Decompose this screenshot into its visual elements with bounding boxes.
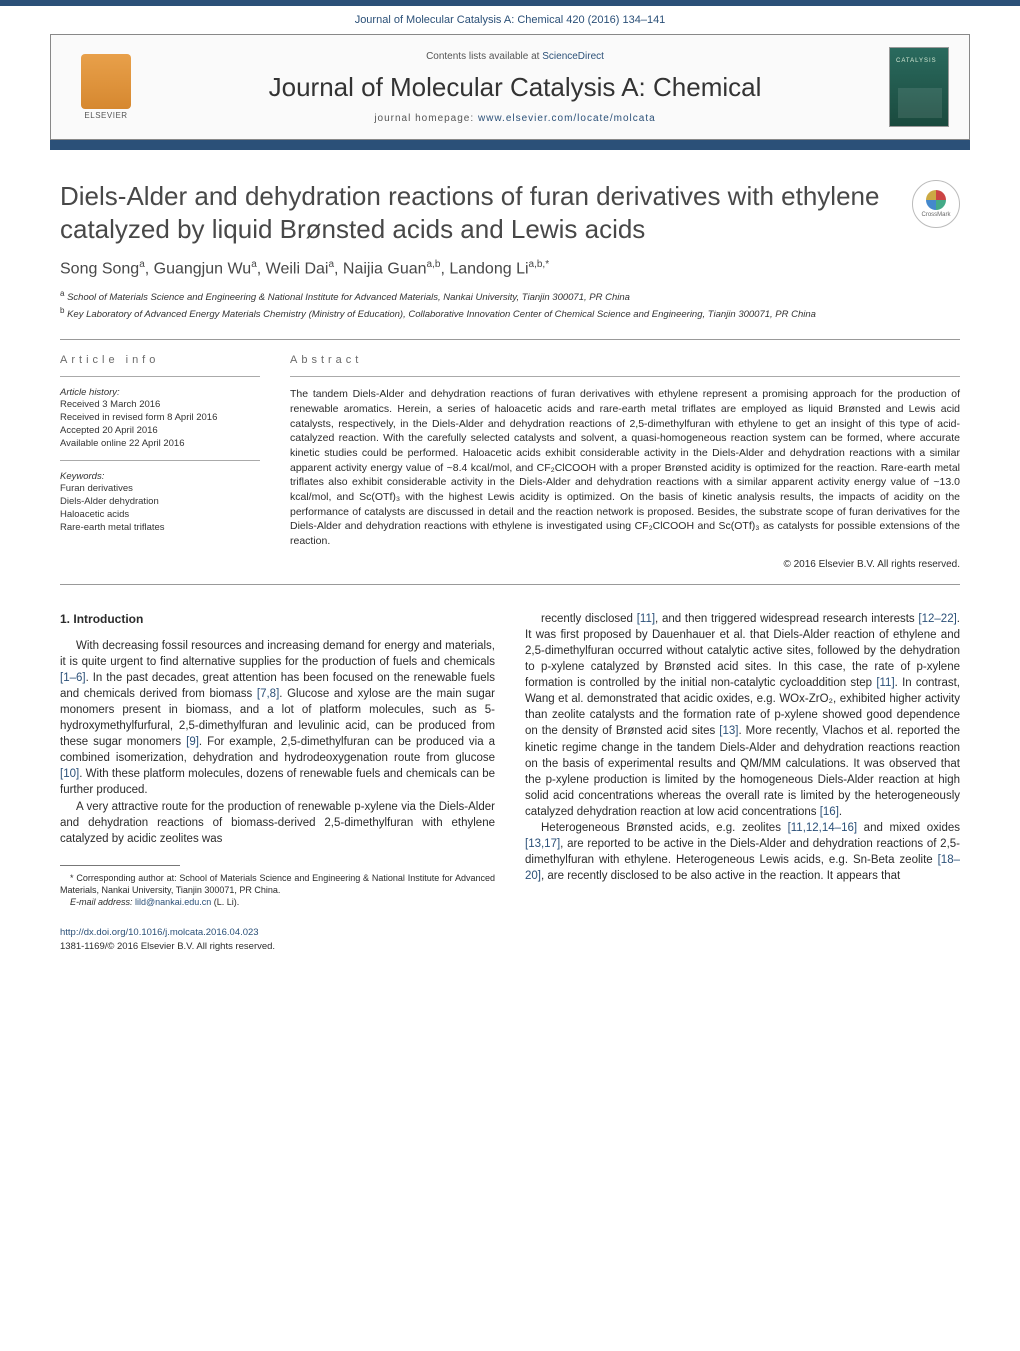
elsevier-label: ELSEVIER bbox=[84, 111, 127, 120]
right-column: recently disclosed [11], and then trigge… bbox=[525, 611, 960, 953]
masthead-accent-bar bbox=[50, 140, 970, 150]
history-line-1: Received in revised form 8 April 2016 bbox=[60, 412, 260, 425]
abstract-copyright: © 2016 Elsevier B.V. All rights reserved… bbox=[290, 559, 960, 570]
citation-link[interactable]: Journal of Molecular Catalysis A: Chemic… bbox=[355, 14, 666, 26]
sciencedirect-link[interactable]: ScienceDirect bbox=[542, 51, 604, 62]
left-column: 1. Introduction With decreasing fossil r… bbox=[60, 611, 495, 953]
doi-block: http://dx.doi.org/10.1016/j.molcata.2016… bbox=[60, 926, 495, 953]
email-link[interactable]: lild@nankai.edu.cn bbox=[135, 897, 211, 907]
affiliation-a: a School of Materials Science and Engine… bbox=[60, 288, 960, 304]
elsevier-logo[interactable]: ELSEVIER bbox=[71, 47, 141, 127]
citation-header: Journal of Molecular Catalysis A: Chemic… bbox=[0, 6, 1020, 30]
section-heading: 1. Introduction bbox=[60, 611, 495, 628]
affiliations: a School of Materials Science and Engine… bbox=[60, 288, 960, 321]
homepage-link[interactable]: www.elsevier.com/locate/molcata bbox=[478, 113, 656, 124]
doi-link[interactable]: http://dx.doi.org/10.1016/j.molcata.2016… bbox=[60, 927, 259, 938]
journal-cover-thumb[interactable]: CATALYSIS bbox=[889, 47, 949, 127]
history-label: Article history: bbox=[60, 387, 260, 398]
history-line-2: Accepted 20 April 2016 bbox=[60, 425, 260, 438]
keyword-2: Haloacetic acids bbox=[60, 509, 260, 522]
abstract-text: The tandem Diels-Alder and dehydration r… bbox=[290, 387, 960, 549]
contents-line: Contents lists available at ScienceDirec… bbox=[141, 51, 889, 62]
body-columns: 1. Introduction With decreasing fossil r… bbox=[60, 611, 960, 953]
contents-prefix: Contents lists available at bbox=[426, 51, 542, 62]
divider-top bbox=[60, 339, 960, 340]
info-hr-1 bbox=[60, 376, 260, 377]
title-row: Diels-Alder and dehydration reactions of… bbox=[60, 180, 960, 245]
journal-title: Journal of Molecular Catalysis A: Chemic… bbox=[141, 72, 889, 103]
info-abstract-row: article info Article history: Received 3… bbox=[60, 354, 960, 570]
abstract-hr bbox=[290, 376, 960, 377]
article-container: Diels-Alder and dehydration reactions of… bbox=[0, 150, 1020, 993]
history-line-3: Available online 22 April 2016 bbox=[60, 438, 260, 451]
authors: Song Songa, Guangjun Wua, Weili Daia, Na… bbox=[60, 259, 960, 278]
history-line-0: Received 3 March 2016 bbox=[60, 399, 260, 412]
left-para-1: A very attractive route for the producti… bbox=[60, 799, 495, 847]
elsevier-tree-icon bbox=[81, 54, 131, 109]
affiliation-b: b Key Laboratory of Advanced Energy Mate… bbox=[60, 305, 960, 321]
footnote-email: E-mail address: lild@nankai.edu.cn (L. L… bbox=[60, 896, 495, 908]
article-title: Diels-Alder and dehydration reactions of… bbox=[60, 180, 892, 245]
abstract-heading: abstract bbox=[290, 354, 960, 366]
issn-copyright: 1381-1169/© 2016 Elsevier B.V. All right… bbox=[60, 941, 275, 952]
cover-label: CATALYSIS bbox=[896, 58, 937, 64]
masthead-center: Contents lists available at ScienceDirec… bbox=[141, 51, 889, 124]
left-para-0: With decreasing fossil resources and inc… bbox=[60, 638, 495, 799]
keyword-1: Diels-Alder dehydration bbox=[60, 496, 260, 509]
info-hr-2 bbox=[60, 460, 260, 461]
email-label: E-mail address: bbox=[70, 897, 135, 907]
abstract-column: abstract The tandem Diels-Alder and dehy… bbox=[290, 354, 960, 570]
divider-bottom bbox=[60, 584, 960, 585]
right-para-0: recently disclosed [11], and then trigge… bbox=[525, 611, 960, 820]
crossmark-icon bbox=[926, 190, 946, 210]
footnote-corresponding: * Corresponding author at: School of Mat… bbox=[60, 872, 495, 896]
footnote-rule bbox=[60, 865, 180, 866]
crossmark-badge[interactable]: CrossMark bbox=[912, 180, 960, 228]
keywords-label: Keywords: bbox=[60, 471, 260, 482]
email-suffix: (L. Li). bbox=[211, 897, 239, 907]
crossmark-label: CrossMark bbox=[921, 212, 950, 218]
homepage-line: journal homepage: www.elsevier.com/locat… bbox=[141, 113, 889, 124]
masthead: ELSEVIER Contents lists available at Sci… bbox=[50, 34, 970, 140]
right-para-1: Heterogeneous Brønsted acids, e.g. zeoli… bbox=[525, 820, 960, 884]
keyword-3: Rare-earth metal triflates bbox=[60, 522, 260, 535]
homepage-prefix: journal homepage: bbox=[374, 113, 478, 124]
article-info: article info Article history: Received 3… bbox=[60, 354, 260, 570]
keyword-0: Furan derivatives bbox=[60, 483, 260, 496]
info-heading: article info bbox=[60, 354, 260, 366]
